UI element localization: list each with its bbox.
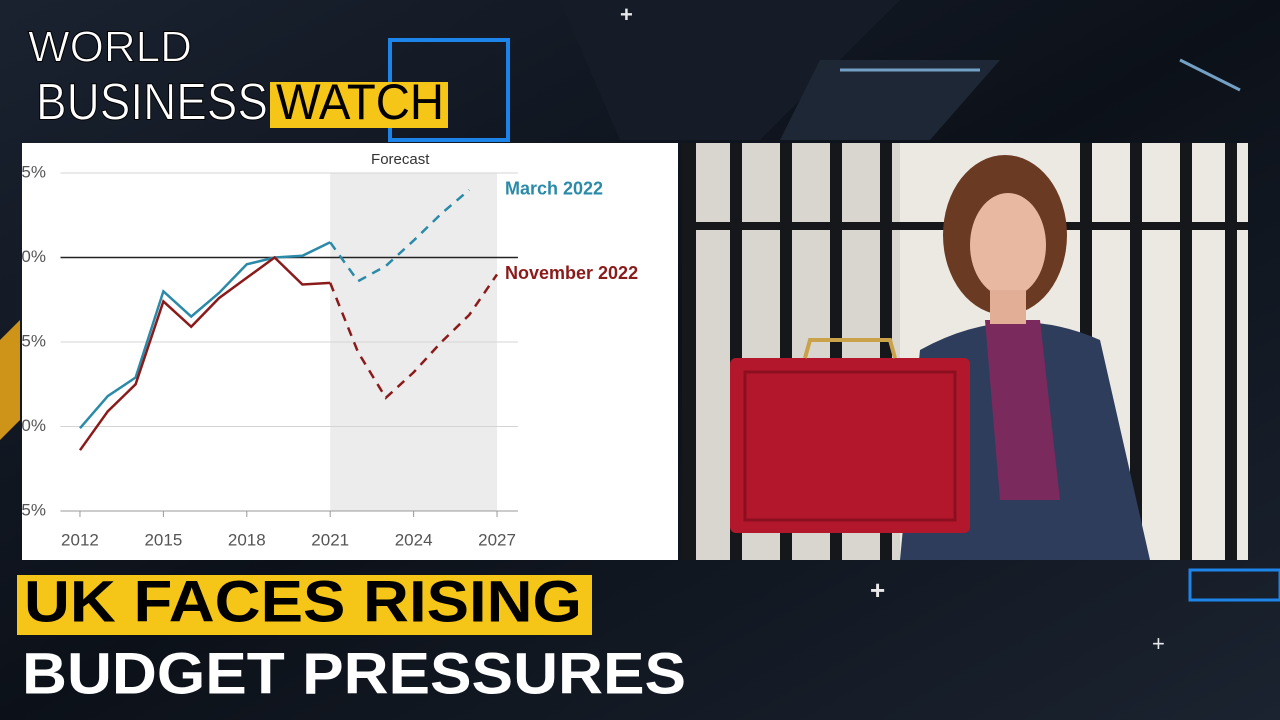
- svg-text:+: +: [870, 575, 885, 605]
- logo-watch-box: [270, 82, 448, 128]
- series-line: [78, 255, 331, 451]
- svg-text:+: +: [620, 2, 633, 27]
- y-tick-label: 0%: [21, 247, 46, 266]
- series-label: November 2022: [505, 263, 638, 283]
- x-tick-label: 2027: [478, 530, 516, 549]
- x-tick-label: 2015: [144, 530, 182, 549]
- series-line-forecast: [329, 188, 471, 283]
- chart: Forecast 5% 0% 5% 0% 5% 2012 2015 2018 2021 2024 20…: [21, 151, 638, 550]
- x-tick-label: 2021: [311, 530, 349, 549]
- logo-world: WORLD: [28, 23, 192, 72]
- series-line: [79, 241, 331, 430]
- x-tick-label: 2012: [61, 530, 99, 549]
- y-tick-label: 0%: [21, 416, 46, 435]
- series-line-forecast: [329, 273, 499, 400]
- series-label: March 2022: [505, 179, 603, 199]
- headline-box: [17, 575, 592, 635]
- x-tick-label: 2024: [395, 530, 433, 549]
- y-tick-label: 5%: [21, 331, 46, 350]
- background-decor: + + +: [0, 0, 1280, 656]
- photo: [682, 143, 1248, 560]
- headline-line2: BUDGET PRESSURES: [22, 641, 686, 706]
- x-tick-label: 2018: [228, 530, 266, 549]
- logo-watch: WATCH: [276, 74, 444, 130]
- forecast-label: Forecast: [371, 151, 430, 168]
- y-tick-label: 5%: [21, 500, 46, 519]
- y-tick-label: 5%: [21, 162, 46, 181]
- svg-text:+: +: [1152, 631, 1165, 656]
- logo-business: BUSINESS: [36, 74, 268, 132]
- logo: WORLD BUSINESS WATCH: [28, 22, 448, 132]
- headline-line1: UK FACES RISING: [24, 569, 582, 634]
